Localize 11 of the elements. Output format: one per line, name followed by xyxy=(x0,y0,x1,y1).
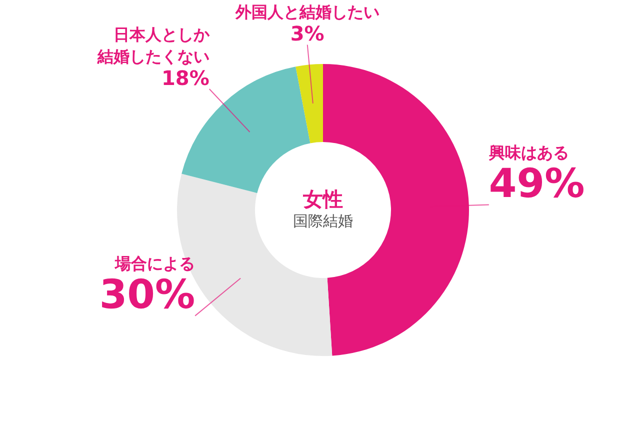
data-label: 18% xyxy=(161,66,210,90)
data-label: 30% xyxy=(99,272,196,318)
text: 国際結婚 xyxy=(293,212,353,230)
data-label: 3% xyxy=(290,22,324,46)
data-label: 49% xyxy=(488,160,585,207)
text: 女性 xyxy=(302,187,343,211)
slice-label: 興味はある xyxy=(488,142,569,162)
slice-label: 日本人としか結婚したくない xyxy=(96,24,210,66)
donut-slice xyxy=(296,64,323,144)
slice-label: 外国人と結婚したい xyxy=(234,2,380,22)
slice-label: 場合による xyxy=(114,254,196,273)
